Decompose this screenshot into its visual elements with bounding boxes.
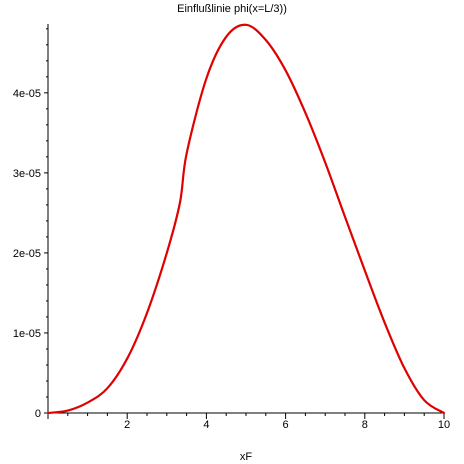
x-tick-label: 6: [283, 419, 289, 431]
series-line: [46, 23, 446, 415]
x-axis-ticks: 2 4 6 8 10: [47, 413, 450, 431]
y-tick-label: 1e-05: [13, 328, 41, 340]
chart-title: Einflußlinie phi(x=L/3)): [177, 3, 287, 15]
x-axis-label: xF: [240, 451, 253, 463]
y-tick-label: 3e-05: [13, 168, 41, 180]
y-tick-label: 2e-05: [13, 248, 41, 260]
x-tick-label: 2: [124, 419, 130, 431]
x-tick-label: 10: [438, 419, 450, 431]
series-layer: [46, 23, 446, 415]
y-axis-ticks: 0 1e-05 2e-05 3e-05 4e-05: [13, 28, 48, 420]
x-tick-label: 8: [362, 419, 368, 431]
x-tick-label: 4: [203, 419, 209, 431]
y-tick-label: 0: [35, 408, 41, 420]
y-tick-label: 4e-05: [13, 88, 41, 100]
